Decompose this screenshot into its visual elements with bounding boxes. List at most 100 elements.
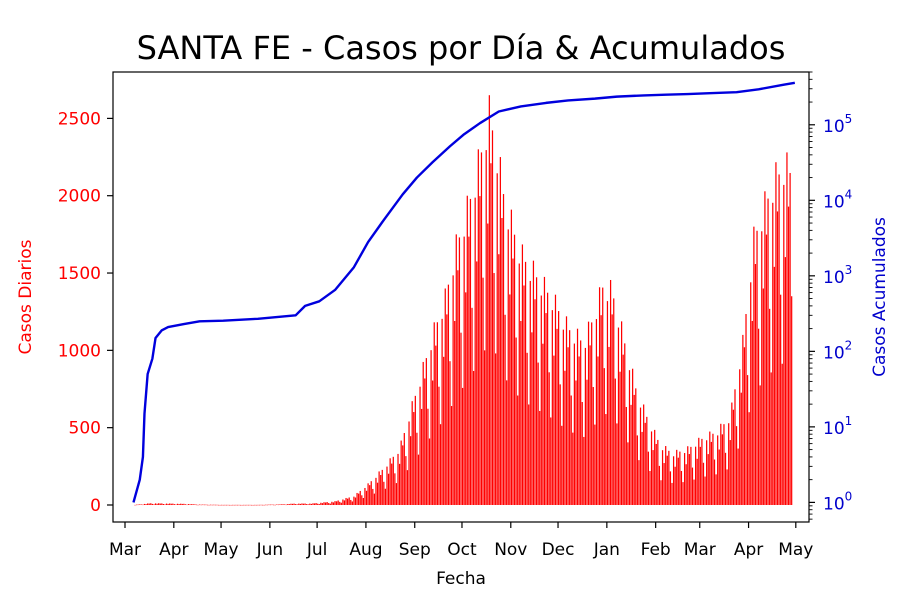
y-left-tick-label: 2500 [58,109,101,129]
daily-bar [296,504,298,505]
daily-bar [606,301,609,505]
daily-bar [173,504,176,505]
daily-bar [252,504,254,506]
daily-bar [781,363,783,505]
daily-bar [614,378,616,505]
daily-bar [762,288,764,505]
daily-bar [638,460,640,505]
daily-bar [208,504,210,506]
daily-bar [455,234,457,505]
daily-bar [449,361,451,505]
daily-bar [706,440,708,505]
daily-bar [769,308,771,505]
daily-bar [427,408,429,505]
daily-bar [724,452,727,505]
daily-bar [410,436,412,505]
daily-bar [162,504,165,505]
daily-bar [205,504,207,506]
daily-bar [402,445,404,505]
daily-bar [170,503,172,505]
daily-bar [147,503,149,505]
daily-bar [244,504,246,506]
daily-bar [743,347,746,505]
daily-bar [734,389,736,505]
daily-bar [742,334,744,505]
daily-bar [340,502,342,505]
daily-bar [230,504,232,506]
daily-bar [509,294,511,505]
daily-bar [602,287,604,505]
daily-bar [589,345,591,505]
daily-bar [783,184,785,505]
daily-bar [156,503,158,505]
daily-bar [748,412,750,505]
daily-bar [721,434,724,505]
daily-bar [461,387,464,505]
daily-bar [184,504,187,505]
daily-bar [690,446,692,505]
daily-bar [457,270,459,505]
daily-bar [307,504,309,505]
daily-bar [293,503,295,505]
daily-bar [329,503,331,505]
daily-bar [759,385,761,505]
daily-bar [513,234,516,505]
daily-bar [324,502,327,505]
daily-bar [265,504,267,506]
daily-bar [647,451,649,505]
daily-bar [546,292,549,505]
daily-bar [657,439,659,505]
daily-bar [361,495,363,505]
daily-bar [554,294,557,505]
plot-area [112,71,810,523]
cumulative-line [132,81,796,503]
daily-bar [375,477,377,505]
daily-bar [189,504,191,505]
daily-bar [139,504,141,505]
daily-bar [295,504,297,505]
daily-bar [328,503,330,505]
daily-bar [517,395,519,505]
daily-bar [616,423,618,505]
daily-bar [537,362,539,505]
daily-bar [735,426,738,505]
daily-bar [474,197,476,505]
daily-bar [786,152,788,505]
daily-bar [477,149,479,505]
daily-bar [419,386,421,505]
daily-bar [351,501,353,505]
daily-bar [605,414,607,505]
daily-bar [225,504,227,506]
daily-bar [674,466,676,505]
daily-bar [387,473,390,505]
daily-bar [506,380,508,505]
daily-bar [169,503,171,505]
daily-bar [398,463,401,505]
daily-bar [153,504,155,505]
daily-bar [699,446,701,505]
daily-bar [635,388,637,505]
daily-bar [778,174,780,505]
daily-bar [260,504,262,506]
daily-bar [622,354,624,505]
daily-bar [776,211,779,505]
daily-bar [729,440,731,505]
daily-bar [298,503,300,505]
daily-bar [665,446,667,505]
y-axis-right-title: Casos Acumulados [870,217,890,377]
daily-bar [428,438,431,505]
daily-bar [290,503,292,505]
daily-bar [523,285,525,505]
x-tick-label: Apr [734,540,763,560]
daily-bar [510,209,513,505]
daily-bar [403,433,405,505]
daily-bar [417,454,420,505]
daily-bar [672,456,675,505]
daily-bar [444,288,446,505]
x-tick-label: Oct [447,540,477,560]
y-left-tick-label: 500 [69,419,101,439]
daily-bar [197,504,199,506]
daily-bar [413,412,415,505]
daily-bar [222,504,224,506]
daily-bar [679,451,681,505]
